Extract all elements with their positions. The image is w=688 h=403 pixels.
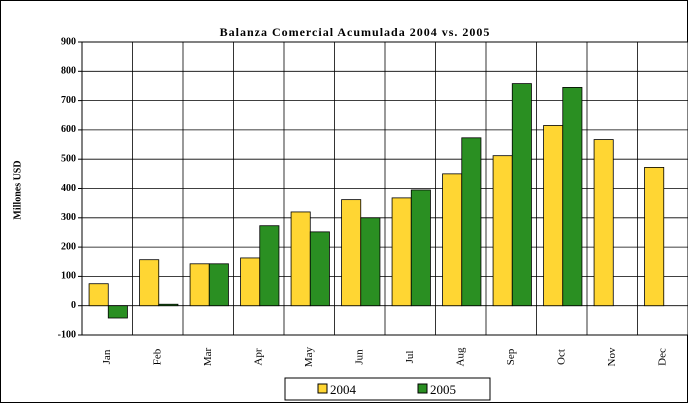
y-tick-label: 600 [61, 124, 76, 135]
x-tick-label: Nov [606, 347, 618, 366]
y-tick-label: 200 [61, 241, 76, 252]
y-tick-label: 100 [61, 271, 76, 282]
x-tick-label: May [303, 346, 315, 367]
y-tick-label: 500 [61, 153, 76, 164]
y-axis-label: Millones USD [12, 160, 23, 219]
bar [562, 87, 583, 307]
bar [341, 199, 362, 307]
legend-label: 2005 [430, 382, 456, 397]
x-tick-label: Mar [202, 348, 214, 367]
chart-title: Balanza Comercial Acumulada 2004 vs. 200… [220, 25, 491, 39]
bar [139, 259, 160, 307]
x-tick-label: Aug [454, 347, 466, 366]
bar [511, 83, 532, 307]
legend-swatch [417, 383, 428, 394]
legend-swatch [317, 383, 328, 394]
bar [360, 217, 381, 307]
y-tick-label: 400 [61, 183, 76, 194]
legend-label: 2004 [330, 382, 357, 397]
y-tick-label: 900 [61, 36, 76, 47]
x-tick-label: Jan [101, 349, 113, 364]
bar [158, 303, 179, 307]
bar [492, 155, 513, 307]
x-tick-label: Jun [353, 349, 365, 365]
bar [391, 197, 412, 307]
y-tick-label: 800 [61, 66, 76, 77]
x-tick-label: Oct [555, 349, 567, 365]
y-tick-label: 300 [61, 212, 76, 223]
bar [644, 167, 665, 307]
bar [240, 257, 261, 307]
x-tick-label: Jul [404, 351, 416, 364]
bar [88, 283, 109, 307]
y-tick-label: 0 [71, 300, 76, 311]
x-tick-label: Sep [505, 348, 517, 365]
bar [442, 173, 463, 307]
bar [208, 263, 229, 307]
bar [461, 137, 482, 307]
bar [309, 231, 330, 307]
x-tick-label: Feb [151, 348, 163, 365]
x-tick-label: Dec [656, 348, 668, 366]
x-tick-label: Apr [252, 348, 264, 365]
bar [593, 139, 614, 307]
bar [410, 189, 431, 307]
bar [543, 125, 564, 307]
y-tick-label: 700 [61, 95, 76, 106]
y-tick-label: -100 [58, 329, 76, 340]
bar [259, 225, 280, 307]
bar [189, 263, 210, 307]
legend [284, 377, 491, 401]
bar [290, 211, 311, 307]
bar [107, 305, 128, 319]
